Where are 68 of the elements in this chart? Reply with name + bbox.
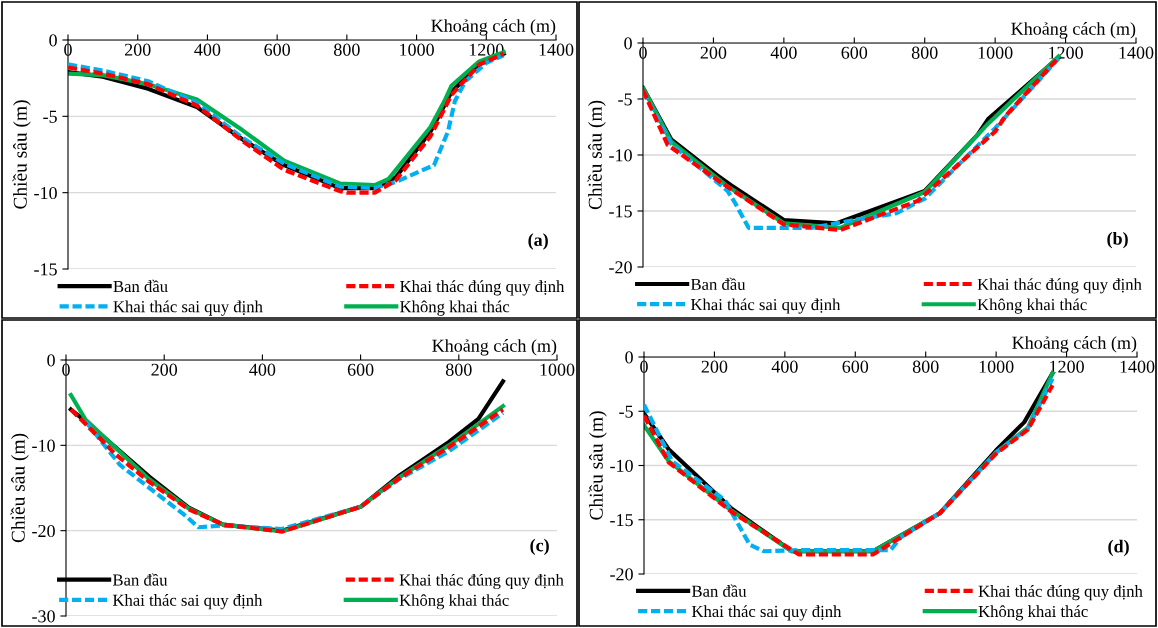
legend-label: Khai thác sai quy định <box>113 300 263 316</box>
legend-label: Không khai thác <box>399 594 509 610</box>
legend-label: Khai thác đúng quy định <box>977 278 1142 294</box>
annotation: (b) <box>1107 231 1128 249</box>
x-axis-title: Khoảng cách (m) <box>431 19 556 36</box>
y-tick-label: -10 <box>32 439 55 452</box>
y-tick-label: -5 <box>618 93 632 106</box>
x-tick-label: 800 <box>911 46 938 59</box>
y-axis-title: Chiều sâu (m) <box>587 100 606 210</box>
y-tick-label: -20 <box>610 568 633 581</box>
x-tick-label: 1400 <box>539 43 574 56</box>
legend-label: Ban đầu <box>113 279 168 293</box>
x-tick-label: 1000 <box>540 363 575 376</box>
y-tick-label: 0 <box>625 351 633 364</box>
legend-label: Khai thác đúng quy định <box>399 573 564 590</box>
y-tick-label: 0 <box>49 34 57 47</box>
x-tick-label: 600 <box>842 360 869 373</box>
x-tick-label: 1000 <box>400 43 434 56</box>
annotation: (a) <box>528 233 548 250</box>
y-axis-title: Chiều sâu (m) <box>10 433 29 543</box>
legend-label: Không khai thác <box>977 298 1087 314</box>
x-tick-label: 200 <box>700 46 727 59</box>
y-tick-label: -30 <box>32 610 55 623</box>
x-tick-label: 1400 <box>1119 46 1154 59</box>
annotation: (d) <box>1108 539 1129 557</box>
legend-label: Khai thác đúng quy định <box>978 585 1143 601</box>
x-tick-label: 400 <box>771 360 798 373</box>
legend-label: Ban đầu <box>691 584 747 597</box>
legend-label: Khai thác đúng quy định <box>400 280 565 296</box>
x-axis-title: Khoảng cách (m) <box>1011 22 1136 39</box>
legend-label: Ban đầu <box>690 277 746 290</box>
legend-label: Không khai thác <box>978 605 1088 621</box>
x-tick-label: 1400 <box>1120 360 1155 373</box>
legend-label: Ban đầu <box>112 573 168 586</box>
x-tick-label: 200 <box>124 43 151 56</box>
x-axis-title: Khoảng cách (m) <box>1012 336 1137 353</box>
y-tick-label: -20 <box>32 524 55 538</box>
x-tick-label: 1200 <box>1050 360 1084 373</box>
x-tick-label: 400 <box>249 363 276 376</box>
y-tick-label: -20 <box>609 261 632 274</box>
x-tick-label: 200 <box>701 360 728 373</box>
x-tick-label: 400 <box>770 46 797 59</box>
x-tick-label: 600 <box>347 363 374 376</box>
annotation: (c) <box>530 538 549 556</box>
y-axis-title: Chiều sâu (m) <box>12 100 31 209</box>
x-tick-label: 800 <box>334 43 360 56</box>
y-tick-label: -15 <box>609 205 632 218</box>
y-tick-label: -5 <box>43 110 57 123</box>
x-tick-label: 1000 <box>979 360 1014 373</box>
x-tick-label: 800 <box>445 363 472 376</box>
legend-label: Không khai thác <box>400 300 510 316</box>
legend-label: Khai thác sai quy định <box>691 605 842 621</box>
x-tick-label: 1000 <box>978 46 1013 59</box>
x-tick-label: 200 <box>151 363 178 376</box>
y-tick-label: -10 <box>609 149 632 162</box>
x-tick-label: 400 <box>194 43 221 56</box>
x-tick-label: 600 <box>264 43 290 56</box>
y-tick-label: -10 <box>610 459 633 472</box>
y-axis-title: Chiều sâu (m) <box>588 411 607 520</box>
y-tick-label: -10 <box>34 186 57 200</box>
y-tick-label: -5 <box>619 405 633 418</box>
x-axis-title: Khoảng cách (m) <box>432 339 557 356</box>
legend-label: Khai thác sai quy định <box>112 594 263 610</box>
x-tick-label: 600 <box>841 46 868 59</box>
y-tick-label: -15 <box>610 514 633 527</box>
y-tick-label: -15 <box>34 263 57 276</box>
x-tick-label: 800 <box>912 360 939 373</box>
legend-label: Khai thác sai quy định <box>690 298 841 314</box>
